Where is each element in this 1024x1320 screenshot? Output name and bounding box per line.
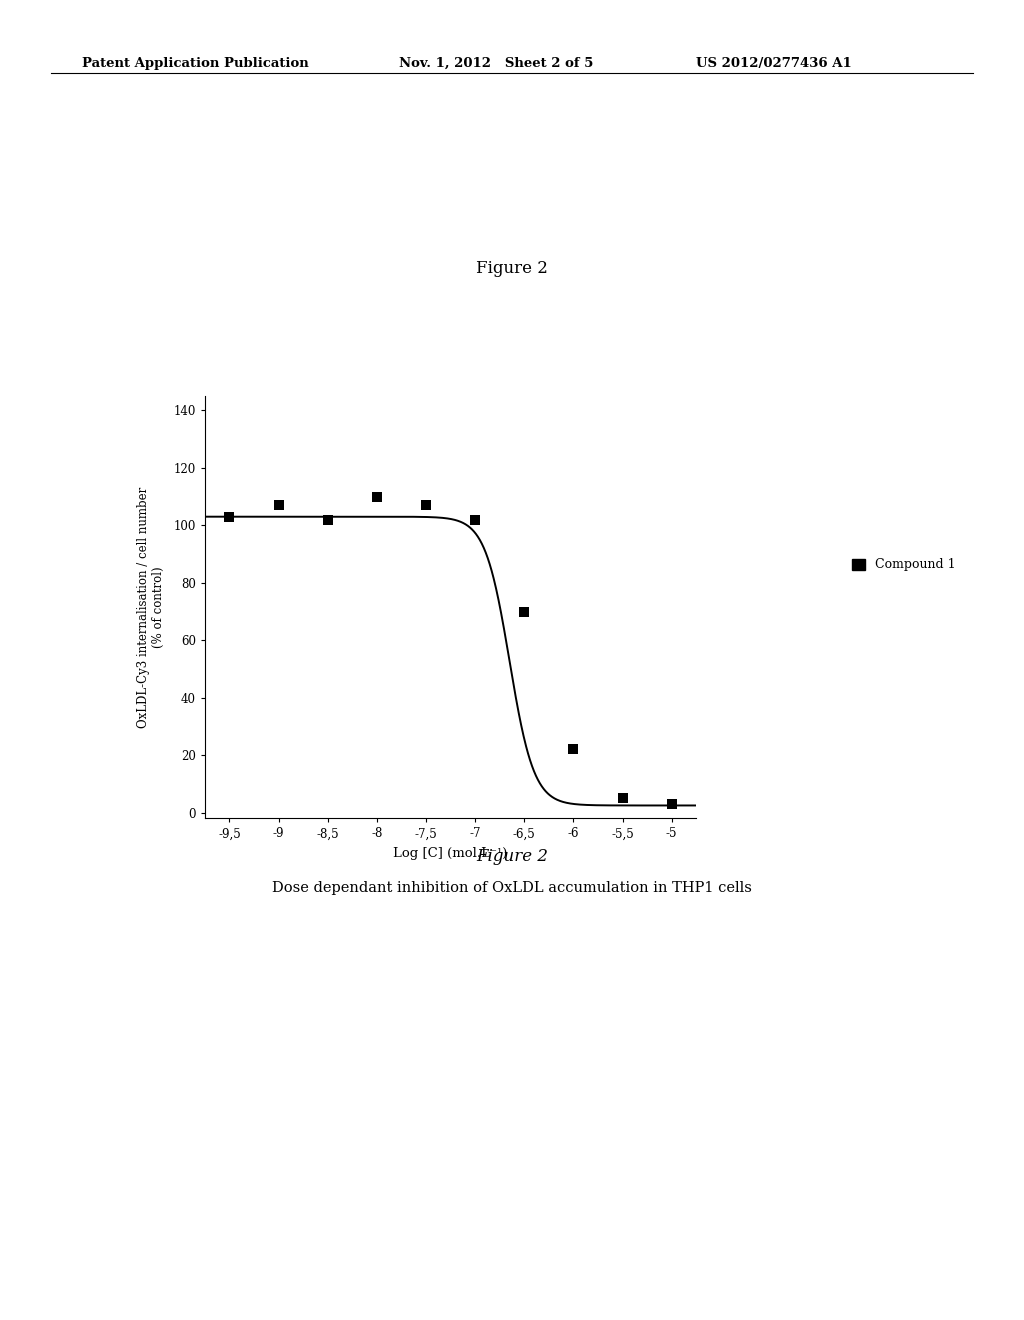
Text: Figure 2: Figure 2 [476,260,548,277]
Text: US 2012/0277436 A1: US 2012/0277436 A1 [696,57,852,70]
Point [270,495,287,516]
Text: Nov. 1, 2012   Sheet 2 of 5: Nov. 1, 2012 Sheet 2 of 5 [399,57,594,70]
Text: Dose dependant inhibition of OxLDL accumulation in THP1 cells: Dose dependant inhibition of OxLDL accum… [272,880,752,895]
Y-axis label: OxLDL-Cy3 internalisation / cell number
(% of control): OxLDL-Cy3 internalisation / cell number … [137,487,165,727]
Point [614,788,631,809]
Point [418,495,434,516]
Legend: Compound 1: Compound 1 [847,553,961,577]
Text: Patent Application Publication: Patent Application Publication [82,57,308,70]
Point [221,506,238,527]
Point [319,510,336,531]
Point [369,486,385,507]
Point [565,739,582,760]
Point [664,793,680,814]
X-axis label: Log [C] (mol.L⁻¹): Log [C] (mol.L⁻¹) [393,847,508,861]
Text: Figure 2: Figure 2 [476,847,548,865]
Point [516,601,532,622]
Point [467,510,483,531]
